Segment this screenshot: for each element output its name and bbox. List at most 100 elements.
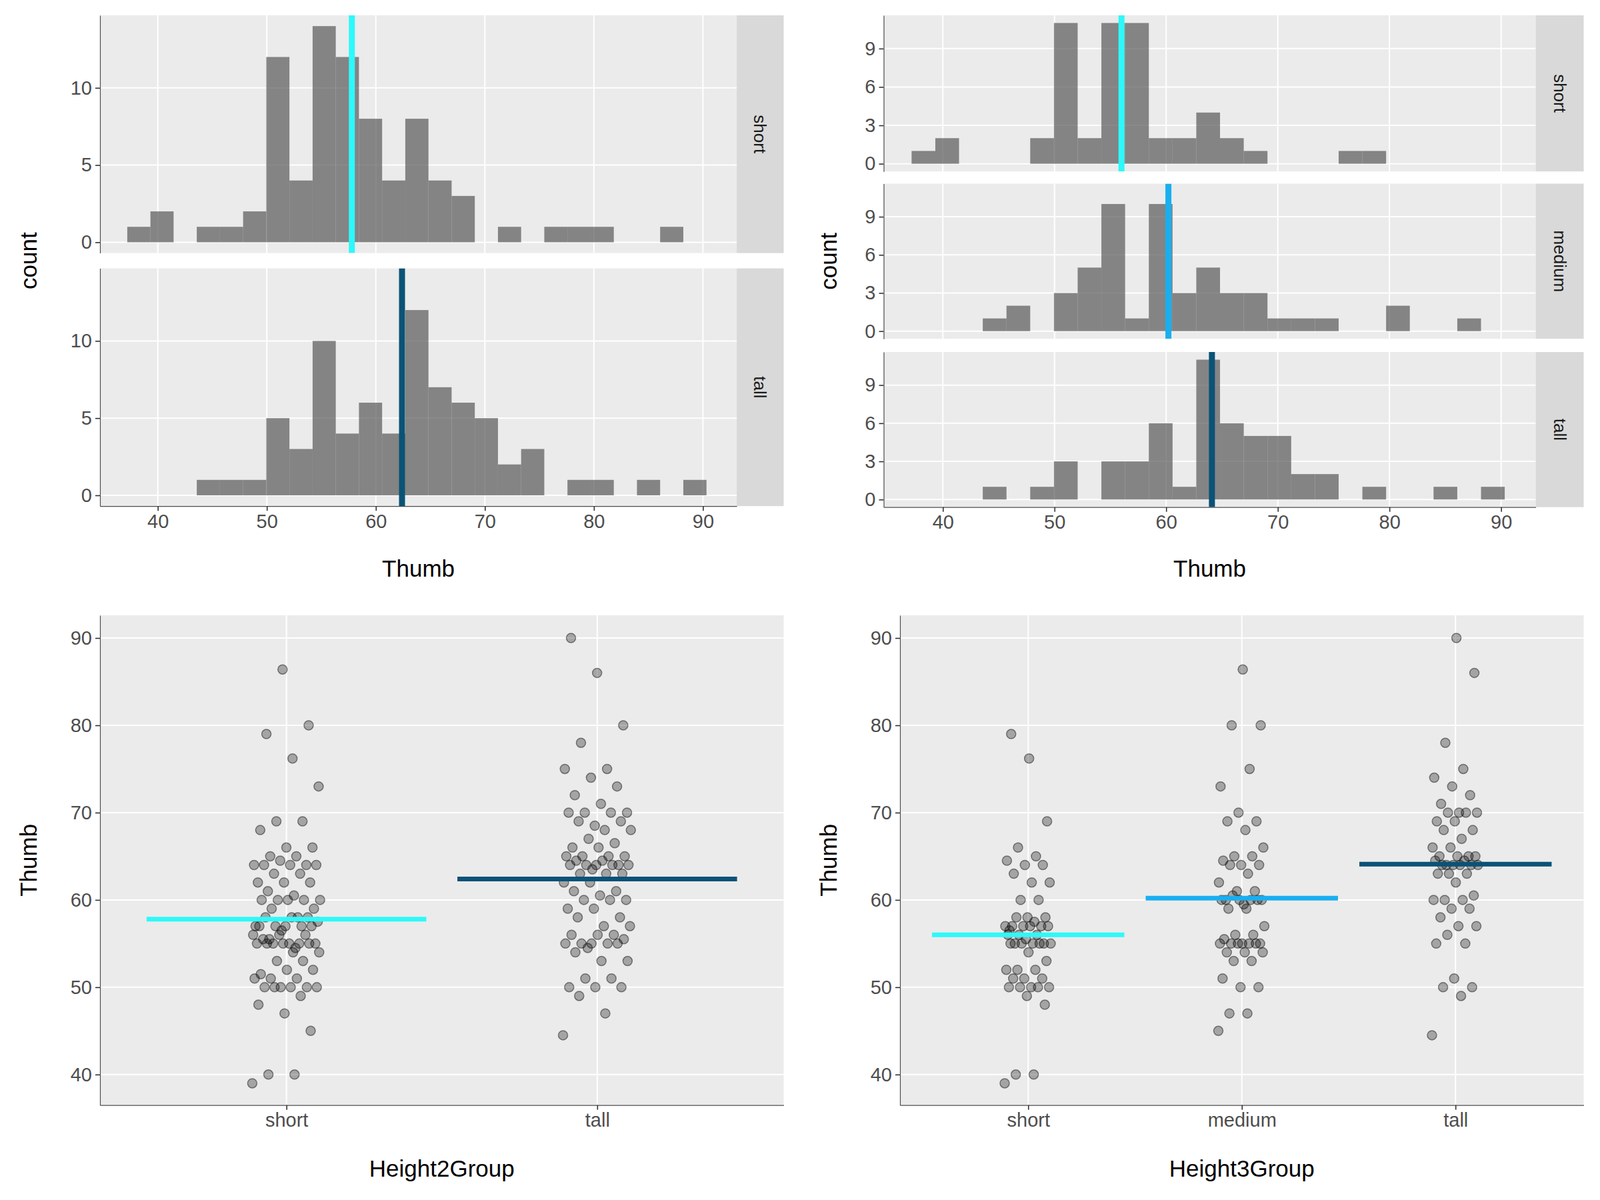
point xyxy=(289,890,299,900)
point xyxy=(595,890,605,900)
point xyxy=(1232,886,1242,896)
point xyxy=(1045,878,1055,888)
bar xyxy=(1386,499,1410,500)
point xyxy=(1218,856,1228,866)
point xyxy=(1238,664,1248,674)
bar xyxy=(544,494,568,496)
tick-label: 70 xyxy=(474,510,496,532)
point xyxy=(1024,947,1034,957)
bar xyxy=(289,448,313,495)
bar xyxy=(1172,486,1197,500)
point xyxy=(1452,633,1462,643)
bar xyxy=(312,340,336,496)
histogram-panel: short0369medium0369tall0369405060708090T… xyxy=(815,15,1584,582)
tick-mark xyxy=(879,461,884,463)
tick-mark xyxy=(895,1074,900,1076)
grid-line xyxy=(1388,15,1390,172)
point xyxy=(609,930,619,940)
bar xyxy=(1101,204,1126,332)
point xyxy=(1222,947,1232,957)
tick-label: 40 xyxy=(70,1064,92,1086)
bar xyxy=(959,163,984,164)
bar xyxy=(1457,318,1482,332)
tick: tall xyxy=(585,1105,610,1132)
bar xyxy=(220,480,244,496)
point xyxy=(1429,773,1439,783)
facet-strip xyxy=(1536,15,1584,172)
point xyxy=(254,1000,264,1010)
point xyxy=(1428,895,1438,905)
point xyxy=(290,943,300,953)
grid-line xyxy=(593,268,595,507)
point xyxy=(1230,930,1240,940)
bar xyxy=(498,464,522,496)
y-axis: 0369 xyxy=(864,184,884,342)
point xyxy=(291,851,301,861)
tick-mark xyxy=(879,254,884,256)
axis-line xyxy=(884,507,1536,508)
grid-line xyxy=(1500,352,1502,508)
point xyxy=(1254,982,1264,992)
tick: 70 xyxy=(870,802,900,824)
mean-line xyxy=(1118,15,1125,172)
grid-line xyxy=(1277,15,1279,172)
point xyxy=(1439,825,1449,835)
bar xyxy=(636,242,660,243)
panel-background xyxy=(884,184,1536,340)
bar xyxy=(428,387,452,496)
tick-mark xyxy=(895,900,900,902)
bar xyxy=(1362,150,1387,164)
point xyxy=(1428,842,1438,852)
point xyxy=(1016,895,1026,905)
point xyxy=(266,904,276,914)
point xyxy=(314,947,324,957)
point xyxy=(610,838,620,848)
point xyxy=(574,816,584,826)
bar xyxy=(959,499,984,500)
y-axis-title: Thumb xyxy=(15,824,42,897)
bar xyxy=(1338,330,1363,332)
bar xyxy=(1362,486,1387,500)
tick: 80 xyxy=(70,714,100,736)
point xyxy=(1427,1030,1437,1040)
point xyxy=(304,720,314,730)
y-axis: 405060708090 xyxy=(870,615,901,1106)
point xyxy=(249,860,259,870)
point xyxy=(573,912,583,922)
facet-label: medium xyxy=(1550,230,1570,292)
grid xyxy=(100,268,737,507)
point xyxy=(315,895,325,905)
tick-label: 6 xyxy=(864,244,876,266)
facet-label: tall xyxy=(1550,418,1570,441)
point xyxy=(568,842,578,852)
tick-label: 10 xyxy=(70,77,92,99)
point xyxy=(310,938,320,948)
bar xyxy=(451,402,475,496)
facet: short0510 xyxy=(70,15,784,254)
point xyxy=(574,991,584,1001)
point xyxy=(1000,1078,1010,1088)
x-axis-title: Thumb xyxy=(382,555,455,582)
mean-line xyxy=(146,916,427,922)
tick: 80 xyxy=(1379,507,1401,534)
point xyxy=(1026,982,1036,992)
point xyxy=(580,808,590,818)
bar xyxy=(196,226,220,242)
point xyxy=(314,782,324,792)
tick: 50 xyxy=(256,506,278,532)
point xyxy=(298,816,308,826)
bar xyxy=(1172,138,1197,164)
tick-mark xyxy=(895,725,900,727)
bar xyxy=(590,226,614,242)
tick-label: 9 xyxy=(864,374,876,396)
point xyxy=(578,851,588,861)
point xyxy=(1258,947,1268,957)
point xyxy=(606,974,616,984)
bar xyxy=(358,402,382,496)
point xyxy=(279,878,289,888)
point xyxy=(296,921,306,931)
bar xyxy=(1410,163,1434,164)
bar xyxy=(1101,461,1126,500)
tick-label: 90 xyxy=(870,627,892,649)
point xyxy=(560,938,570,948)
